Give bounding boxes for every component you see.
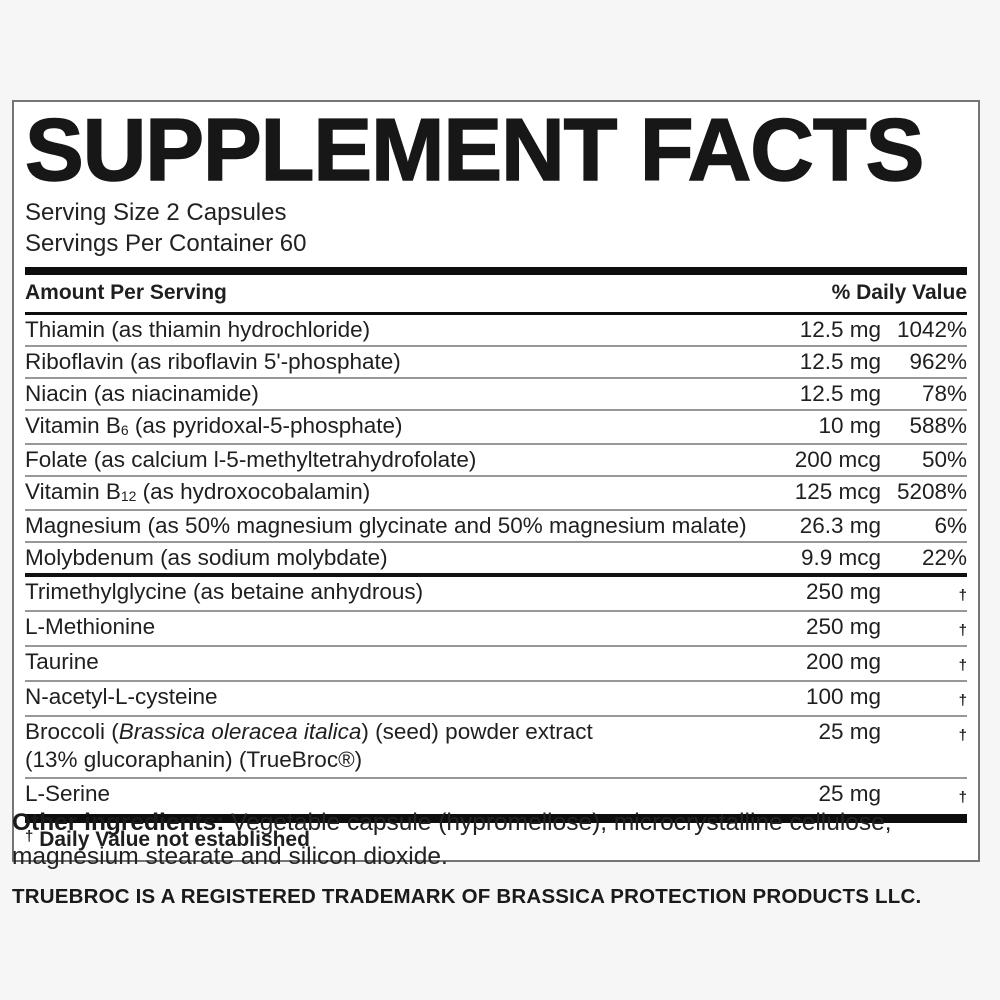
nutrient-name: Molybdenum (as sodium molybdate) bbox=[25, 544, 388, 570]
nutrient-name: Trimethylglycine (as betaine anhydrous) bbox=[25, 578, 424, 604]
nutrient-name: Taurine bbox=[25, 648, 99, 674]
nutrient-row: Vitamin B12 (as hydroxocobalamin) 125 mcg… bbox=[25, 474, 967, 509]
nutrient-row: Folate (as calcium l-5-methyltetrahydrof… bbox=[25, 442, 967, 475]
nutrient-rows: Thiamin (as thiamin hydrochloride) 12.5 m… bbox=[25, 315, 967, 812]
dagger-symbol: † bbox=[25, 827, 34, 845]
nutrient-daily-value: † bbox=[881, 684, 967, 713]
nutrient-daily-value: 78% bbox=[921, 380, 967, 406]
nutrient-row: Riboflavin (as riboflavin 5'-phosphate) 1… bbox=[25, 344, 967, 377]
divider-thick-bottom bbox=[25, 813, 967, 823]
serving-info: Serving Size 2 Capsules Servings Per Con… bbox=[25, 197, 967, 259]
other-ingredients: Other ingredients: Vegetable capsule (hy… bbox=[12, 806, 988, 874]
nutrient-name: L-Methionine bbox=[25, 613, 156, 639]
dagger-symbol: † bbox=[958, 691, 967, 709]
nutrient-name: L-Serine bbox=[25, 780, 111, 806]
nutrient-row: Molybdenum (as sodium molybdate) 9.9 mcg 2… bbox=[25, 540, 967, 573]
nutrient-amount: 250 mg bbox=[805, 578, 881, 604]
panel-title: SUPPLEMENT FACTS bbox=[24, 100, 925, 199]
dagger-symbol: † bbox=[958, 586, 967, 604]
other-ingredients-label: Other ingredients: bbox=[12, 809, 225, 836]
nutrient-daily-value: 50% bbox=[921, 446, 967, 472]
amount-per-serving-header: Amount Per Serving bbox=[25, 280, 227, 304]
nutrient-amount: 12.5 mg bbox=[799, 348, 881, 374]
dagger-symbol: † bbox=[958, 656, 967, 674]
nutrient-row: Magnesium (as 50% magnesium glycinate an… bbox=[25, 508, 967, 541]
nutrient-row: L-Methionine 250 mg † bbox=[25, 609, 967, 645]
nutrient-amount: 100 mg bbox=[805, 683, 881, 709]
nutrient-amount: 200 mcg bbox=[794, 446, 881, 472]
nutrient-daily-value: † bbox=[881, 614, 967, 643]
other-ingredients-text: Vegetable capsule (hypromellose), microc… bbox=[12, 809, 892, 870]
nutrient-row: Vitamin B6 (as pyridoxal-5-phosphate) 10 … bbox=[25, 408, 967, 443]
nutrient-name: Niacin (as niacinamide) bbox=[25, 380, 259, 406]
nutrient-row: L-Serine 25 mg † bbox=[25, 776, 967, 812]
nutrient-daily-value: 588% bbox=[909, 412, 967, 438]
dagger-symbol: † bbox=[958, 621, 967, 639]
footnote-text: Daily Value not established bbox=[39, 827, 310, 851]
nutrient-amount: 10 mg bbox=[818, 412, 881, 438]
nutrient-daily-value: † bbox=[881, 579, 967, 608]
nutrient-row: Trimethylglycine (as betaine anhydrous) 2… bbox=[25, 577, 967, 610]
supplement-facts-panel: SUPPLEMENT FACTS Serving Size 2 Capsules… bbox=[12, 100, 980, 862]
nutrient-amount: 26.3 mg bbox=[799, 512, 881, 538]
daily-value-header: % Daily Value bbox=[831, 280, 967, 304]
nutrient-amount: 12.5 mg bbox=[799, 380, 881, 406]
nutrient-daily-value: 6% bbox=[934, 512, 967, 538]
servings-per-container: Servings Per Container 60 bbox=[25, 229, 307, 257]
nutrient-amount: 25 mg bbox=[818, 718, 881, 744]
nutrient-amount: 200 mg bbox=[805, 648, 881, 674]
nutrient-daily-value: 5208% bbox=[896, 478, 967, 504]
label-footer: Other ingredients: Vegetable capsule (hy… bbox=[12, 806, 988, 909]
nutrient-name: Vitamin B6 (as pyridoxal-5-phosphate) bbox=[25, 412, 403, 438]
nutrient-daily-value: † bbox=[881, 781, 967, 810]
nutrient-name: Vitamin B12 (as hydroxocobalamin) bbox=[25, 478, 371, 504]
nutrient-name: Thiamin (as thiamin hydrochloride) bbox=[25, 316, 371, 342]
serving-size: Serving Size 2 Capsules bbox=[25, 198, 287, 226]
nutrient-row: Broccoli (Brassica oleracea italica) (se… bbox=[25, 714, 967, 777]
nutrient-amount: 12.5 mg bbox=[799, 316, 881, 342]
nutrient-name-line2: (13% glucoraphanin) (TrueBroc®) bbox=[25, 746, 363, 772]
dagger-symbol: † bbox=[958, 788, 967, 806]
nutrient-row: Niacin (as niacinamide) 12.5 mg 78% bbox=[25, 376, 967, 409]
nutrient-row: Thiamin (as thiamin hydrochloride) 12.5 m… bbox=[25, 315, 967, 345]
nutrient-row: Taurine 200 mg † bbox=[25, 644, 967, 680]
nutrient-amount: 125 mcg bbox=[794, 478, 881, 504]
nutrient-daily-value: † bbox=[881, 649, 967, 678]
nutrient-daily-value: 962% bbox=[909, 348, 967, 374]
daily-value-footnote: † Daily Value not established bbox=[25, 823, 967, 855]
nutrient-name: Broccoli (Brassica oleracea italica) (se… bbox=[25, 719, 759, 775]
trademark-note: TRUEBROC IS A REGISTERED TRADEMARK OF BR… bbox=[12, 885, 922, 908]
nutrient-amount: 250 mg bbox=[805, 613, 881, 639]
dagger-symbol: † bbox=[958, 726, 967, 744]
section-divider bbox=[25, 572, 967, 577]
divider-thick-top bbox=[25, 266, 967, 275]
nutrient-daily-value: 1042% bbox=[896, 316, 967, 342]
nutrient-amount: 9.9 mcg bbox=[800, 544, 881, 570]
nutrient-daily-value: † bbox=[881, 719, 967, 748]
nutrient-name: Folate (as calcium l-5-methyltetrahydrof… bbox=[25, 446, 477, 472]
nutrient-name: N-acetyl-L-cysteine bbox=[25, 683, 218, 709]
column-header-row: Amount Per Serving % Daily Value bbox=[25, 275, 967, 315]
nutrient-row: N-acetyl-L-cysteine 100 mg † bbox=[25, 679, 967, 715]
nutrient-daily-value: 22% bbox=[921, 544, 967, 570]
nutrient-name: Magnesium (as 50% magnesium glycinate an… bbox=[25, 512, 747, 538]
nutrient-name: Riboflavin (as riboflavin 5'-phosphate) bbox=[25, 348, 401, 374]
nutrient-amount: 25 mg bbox=[818, 780, 881, 806]
